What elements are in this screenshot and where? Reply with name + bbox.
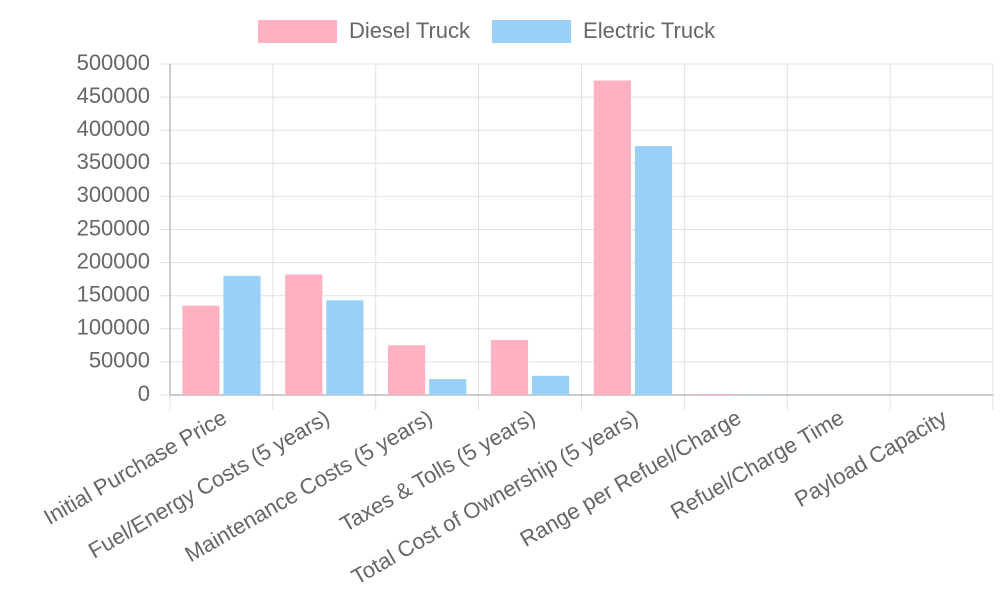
legend-label[interactable]: Diesel Truck (349, 18, 471, 43)
y-tick-label: 450000 (77, 83, 150, 108)
y-tick-label: 200000 (77, 248, 150, 273)
x-tick-label: Refuel/Charge Time (666, 405, 848, 524)
x-tick-label: Initial Purchase Price (39, 405, 230, 530)
y-tick-label: 50000 (89, 348, 150, 373)
bar (634, 146, 673, 395)
y-tick-label: 100000 (77, 315, 150, 340)
y-tick-label: 300000 (77, 182, 150, 207)
bar (285, 274, 323, 395)
bar (429, 379, 467, 395)
legend-swatch[interactable] (492, 20, 572, 43)
bar (532, 375, 570, 395)
legend-swatch[interactable] (258, 20, 337, 43)
y-tick-label: 150000 (77, 282, 150, 307)
bar (490, 340, 529, 395)
bar (593, 80, 631, 396)
bar (388, 345, 426, 395)
legend-label[interactable]: Electric Truck (583, 18, 716, 43)
y-tick-label: 250000 (77, 215, 150, 240)
bar (696, 394, 734, 395)
y-tick-label: 500000 (77, 50, 150, 75)
y-tick-label: 350000 (77, 149, 150, 174)
y-tick-label: 0 (138, 381, 150, 406)
bar (182, 305, 220, 395)
y-tick-label: 400000 (77, 116, 150, 141)
bar (326, 300, 364, 395)
bar (223, 275, 261, 395)
